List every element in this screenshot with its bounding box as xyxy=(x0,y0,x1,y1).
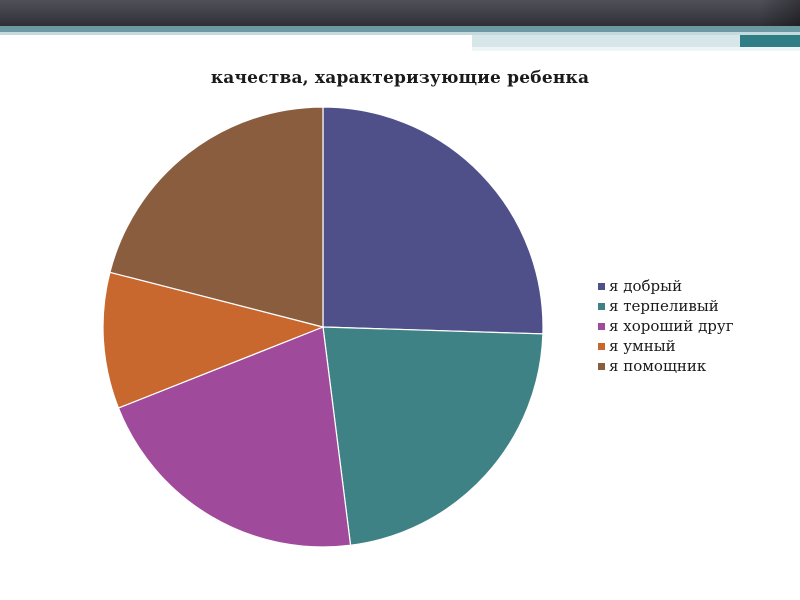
legend-label: я хороший друг xyxy=(609,317,734,335)
chart-title: качества, характеризующие ребенка xyxy=(210,68,590,88)
pie-slice-1 xyxy=(322,106,544,335)
legend-swatch xyxy=(598,302,605,310)
slide-header-shade xyxy=(760,0,800,26)
pie-slice-3 xyxy=(117,326,352,548)
legend-item: я хороший друг xyxy=(598,316,734,336)
legend-label: я терпеливый xyxy=(609,297,719,315)
legend-label: я добрый xyxy=(609,277,683,295)
slide-header-band xyxy=(0,0,800,26)
slide-accent-block xyxy=(740,35,800,47)
legend-item: я помощник xyxy=(598,356,734,376)
legend-swatch xyxy=(598,362,605,370)
pie-slice-2 xyxy=(322,326,544,546)
pie-slice-5 xyxy=(109,106,324,328)
legend-item: я терпеливый xyxy=(598,296,734,316)
legend-swatch xyxy=(598,322,605,330)
slide-accent-bar xyxy=(472,35,800,47)
legend-swatch xyxy=(598,342,605,350)
chart-legend: я добрый я терпеливый я хороший друг я умны… xyxy=(598,276,734,376)
slide-header-rule-thin xyxy=(0,32,800,35)
pie-slice-4 xyxy=(102,271,325,409)
legend-item: я добрый xyxy=(598,276,734,296)
legend-label: я помощник xyxy=(609,357,707,375)
legend-swatch xyxy=(598,282,605,290)
slide-header-rule xyxy=(0,26,800,32)
legend-label: я умный xyxy=(609,337,676,355)
legend-item: я умный xyxy=(598,336,734,356)
slide-accent-strip xyxy=(472,47,800,51)
